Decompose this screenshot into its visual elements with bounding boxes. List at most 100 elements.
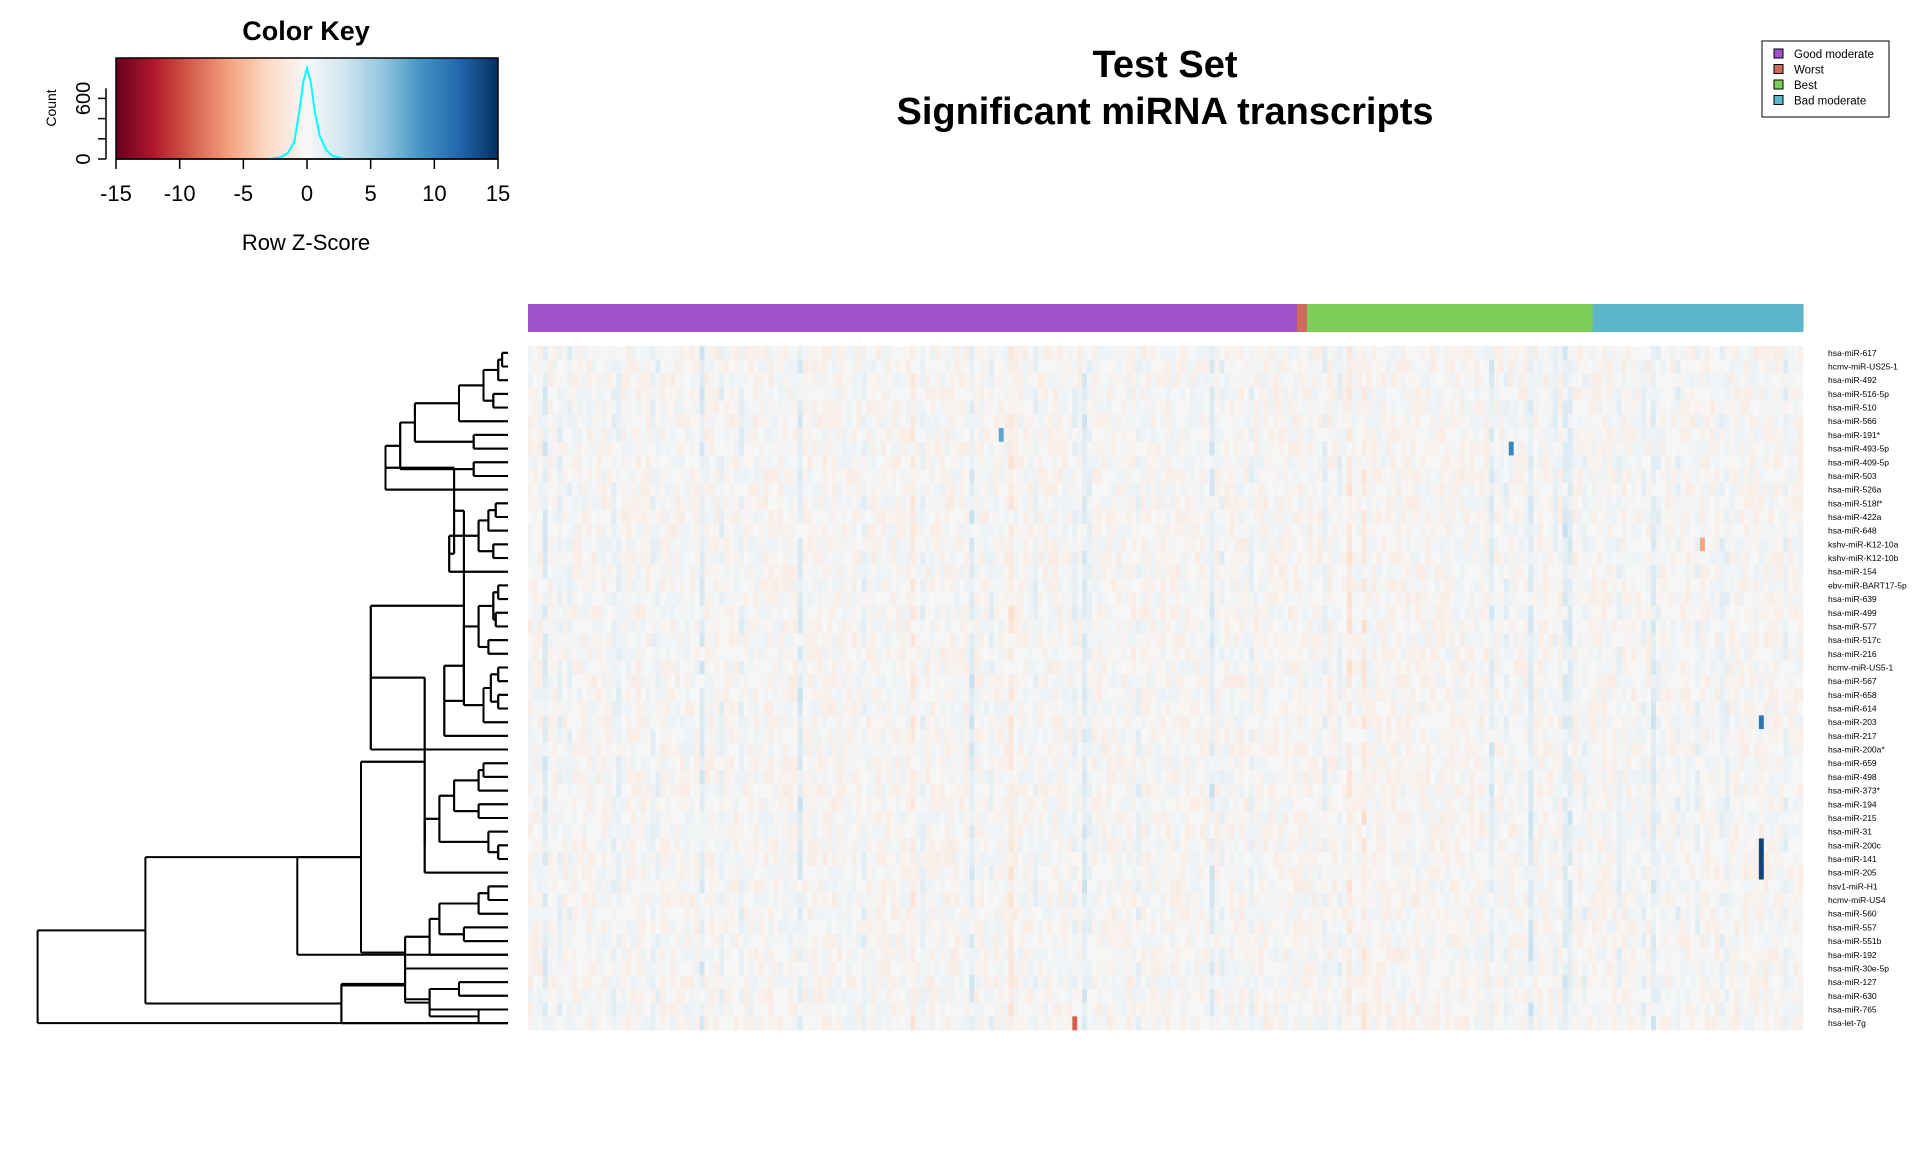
heatmap-cell — [901, 538, 906, 552]
heatmap-cell — [1175, 551, 1180, 565]
heatmap-cell — [1739, 373, 1744, 387]
heatmap-cell — [1788, 483, 1793, 497]
heatmap-cell — [1455, 565, 1460, 579]
heatmap-cell — [1264, 565, 1269, 579]
heatmap-cell — [1450, 551, 1455, 565]
heatmap-cell — [1308, 483, 1313, 497]
heatmap-cell — [1651, 387, 1656, 401]
heatmap-cell — [1676, 346, 1681, 360]
heatmap-cell — [543, 592, 548, 606]
heatmap-cell — [719, 551, 724, 565]
heatmap-cell — [1376, 373, 1381, 387]
heatmap-cell — [1558, 469, 1563, 483]
heatmap-cell — [1185, 551, 1190, 565]
heatmap-cell — [656, 442, 661, 456]
legend-label: Good moderate — [1794, 49, 1874, 61]
heatmap-cell — [1744, 565, 1749, 579]
heatmap-cell — [1744, 551, 1749, 565]
heatmap-cell — [832, 510, 837, 524]
heatmap-cell — [798, 387, 803, 401]
heatmap-cell — [842, 524, 847, 538]
heatmap-cell — [1337, 592, 1342, 606]
heatmap-cell — [1705, 565, 1710, 579]
heatmap-cell — [621, 496, 626, 510]
heatmap-cell — [788, 524, 793, 538]
heatmap-cell — [1528, 401, 1533, 415]
heatmap-cell — [543, 414, 548, 428]
heatmap-cell — [778, 510, 783, 524]
heatmap-cell — [1072, 579, 1077, 593]
heatmap-cell — [911, 565, 916, 579]
heatmap-cell — [1421, 469, 1426, 483]
heatmap-cell — [1185, 579, 1190, 593]
heatmap-cell — [685, 469, 690, 483]
heatmap-cell — [857, 538, 862, 552]
heatmap-cell — [709, 442, 714, 456]
heatmap-cell — [1592, 592, 1597, 606]
heatmap-cell — [793, 360, 798, 374]
heatmap-cell — [626, 360, 631, 374]
heatmap-cell — [1048, 442, 1053, 456]
heatmap-cell — [1671, 401, 1676, 415]
heatmap-cell — [847, 455, 852, 469]
heatmap-cell — [1710, 442, 1715, 456]
heatmap-cell — [817, 469, 822, 483]
heatmap-cell — [803, 414, 808, 428]
heatmap-cell — [783, 414, 788, 428]
heatmap-cell — [960, 428, 965, 442]
heatmap-cell — [1347, 469, 1352, 483]
heatmap-cell — [1680, 360, 1685, 374]
heatmap-cell — [1705, 373, 1710, 387]
heatmap-cell — [538, 346, 543, 360]
heatmap-cell — [1362, 551, 1367, 565]
heatmap-cell — [1474, 455, 1479, 469]
heatmap-cell — [729, 401, 734, 415]
heatmap-cell — [700, 401, 705, 415]
heatmap-cell — [641, 373, 646, 387]
heatmap-cell — [1421, 551, 1426, 565]
heatmap-cell — [1268, 483, 1273, 497]
heatmap-cell — [1474, 387, 1479, 401]
heatmap-cell — [1499, 373, 1504, 387]
heatmap-cell — [1249, 346, 1254, 360]
heatmap-cell — [700, 551, 705, 565]
heatmap-cell — [964, 483, 969, 497]
heatmap-cell — [798, 510, 803, 524]
heatmap-cell — [955, 455, 960, 469]
heatmap-cell — [1538, 360, 1543, 374]
heatmap-cell — [1298, 496, 1303, 510]
heatmap-cell — [1582, 483, 1587, 497]
heatmap-cell — [1288, 346, 1293, 360]
heatmap-cell — [1715, 524, 1720, 538]
heatmap-cell — [714, 469, 719, 483]
heatmap-cell — [1244, 551, 1249, 565]
heatmap-cell — [646, 469, 651, 483]
heatmap-cell — [670, 442, 675, 456]
heatmap-cell — [1592, 455, 1597, 469]
heatmap-cell — [744, 483, 749, 497]
heatmap-cell — [974, 428, 979, 442]
heatmap-cell — [1121, 592, 1126, 606]
heatmap-cell — [773, 496, 778, 510]
heatmap-cell — [1102, 442, 1107, 456]
heatmap-cell — [822, 401, 827, 415]
heatmap-cell — [1661, 414, 1666, 428]
heatmap-cell — [1519, 538, 1524, 552]
heatmap-cell — [1322, 538, 1327, 552]
heatmap-cell — [1288, 579, 1293, 593]
heatmap-cell — [665, 387, 670, 401]
heatmap-cell — [1185, 442, 1190, 456]
heatmap-cell — [1685, 346, 1690, 360]
heatmap-cell — [1769, 483, 1774, 497]
heatmap-cell — [1460, 565, 1465, 579]
heatmap-cell — [920, 387, 925, 401]
heatmap-cell — [1136, 401, 1141, 415]
heatmap-cell — [837, 401, 842, 415]
heatmap-cell — [773, 510, 778, 524]
heatmap-cell — [911, 592, 916, 606]
heatmap-cell — [621, 565, 626, 579]
heatmap-cell — [788, 414, 793, 428]
heatmap-cell — [1009, 442, 1014, 456]
heatmap-cell — [1440, 565, 1445, 579]
